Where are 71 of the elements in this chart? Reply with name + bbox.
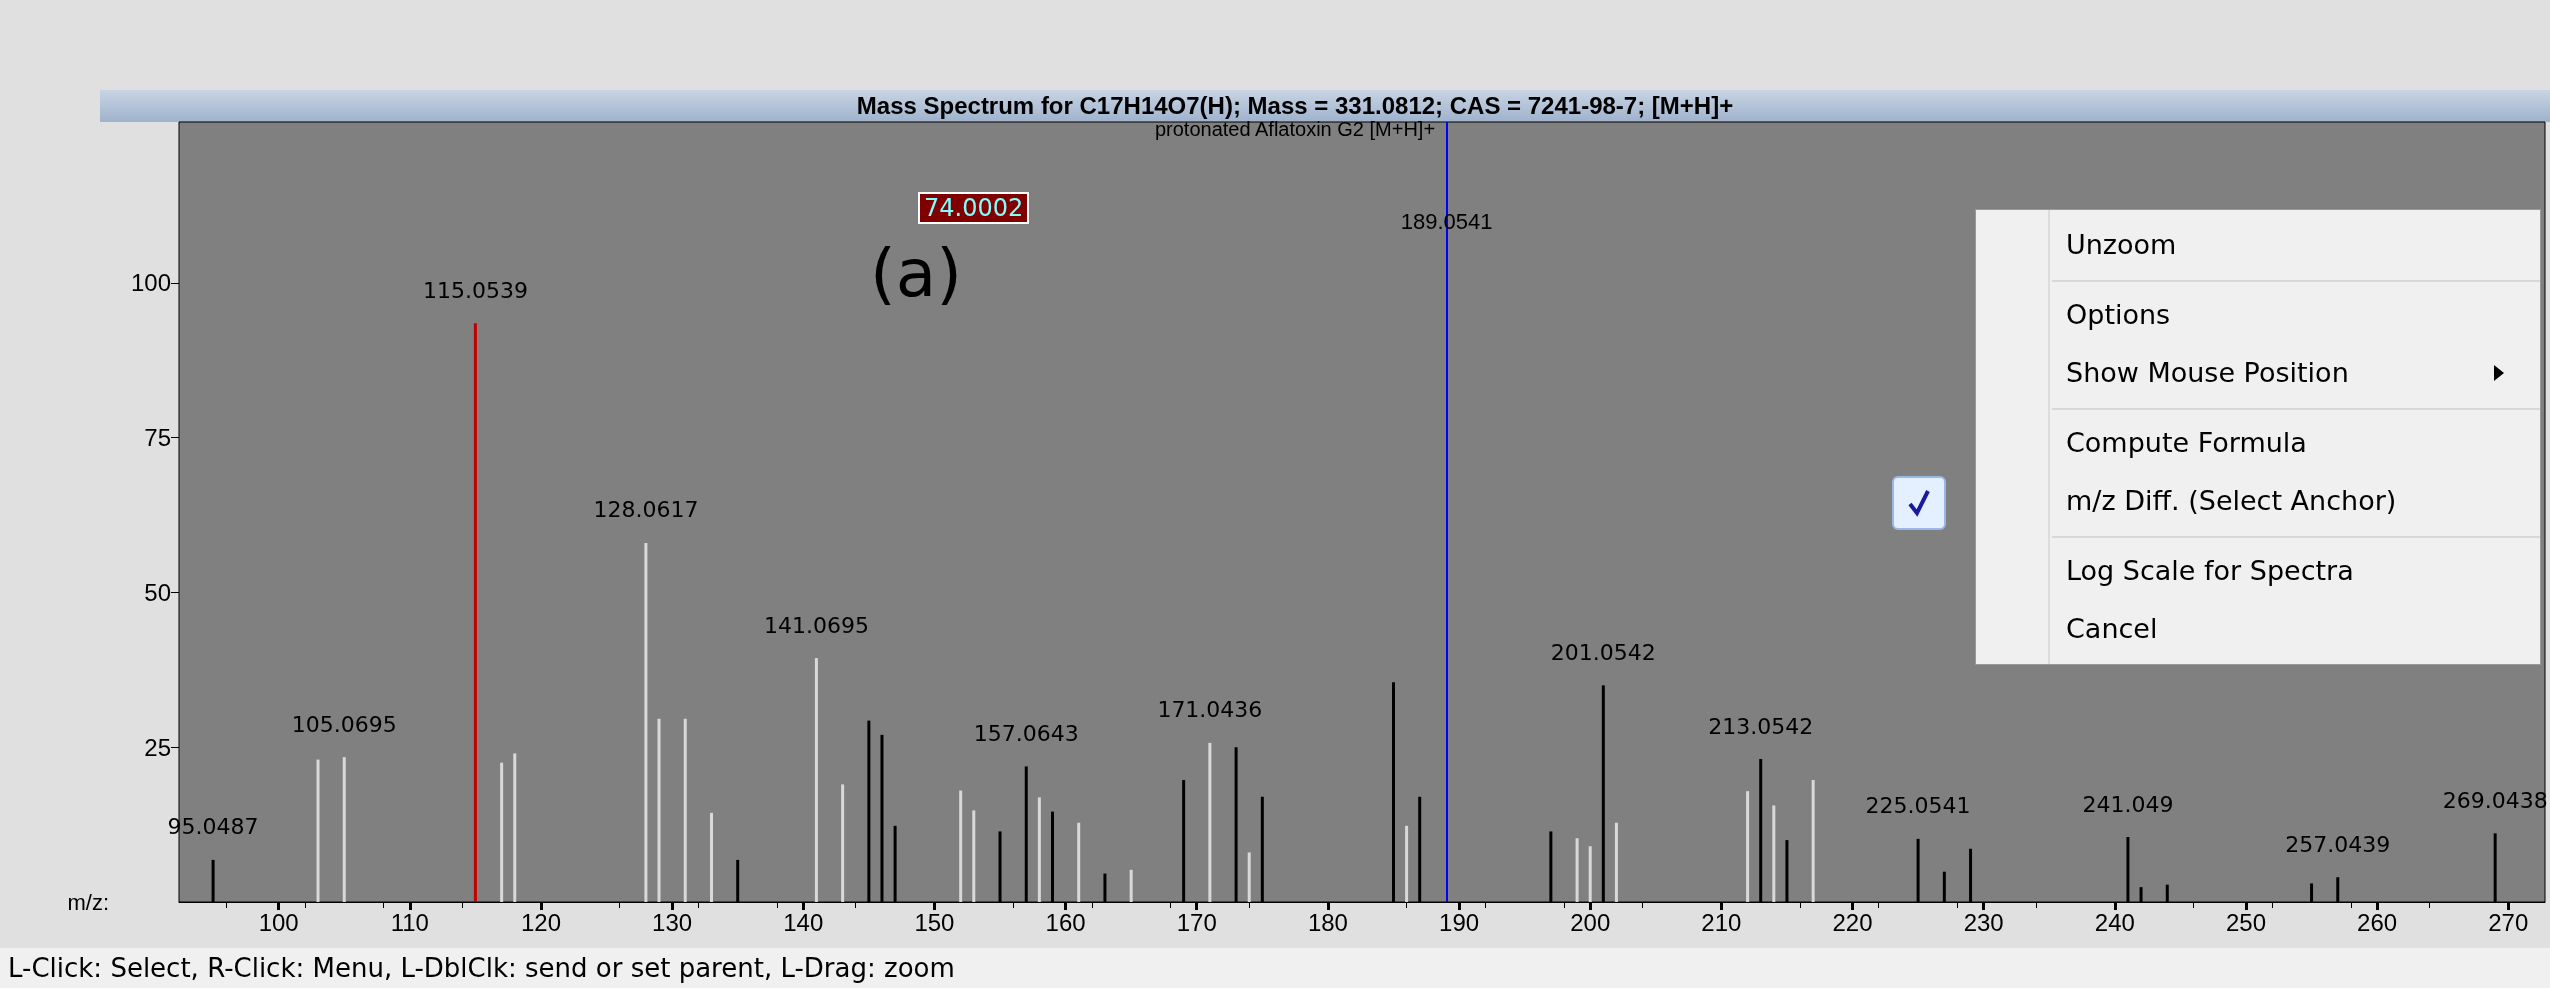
annotation: 115.0539 <box>422 277 528 303</box>
annotation: 225.0541 <box>1865 793 1971 819</box>
bar <box>473 323 477 902</box>
y-tick-label: 50 <box>144 578 171 606</box>
annotation: 157.0643 <box>973 720 1079 746</box>
x-tick-label: 120 <box>520 908 562 936</box>
x-tick-label: 240 <box>2094 908 2135 936</box>
annotation: 141.0695 <box>763 612 869 638</box>
y-tick-label: 100 <box>130 269 171 297</box>
bar <box>1405 825 1409 902</box>
x-tick-label: 230 <box>1963 908 2004 936</box>
bar <box>1037 797 1041 902</box>
x-tick-label: 170 <box>1176 908 1217 936</box>
bar <box>513 753 517 902</box>
annotation: 213.0542 <box>1708 713 1814 739</box>
y-tick-label: 75 <box>144 424 171 452</box>
bar <box>683 718 687 902</box>
annotation: 74.0002 <box>918 192 1030 224</box>
annotation: Cancel <box>2065 612 2159 646</box>
annotation: Log Scale for Spectra <box>2052 536 2540 600</box>
x-tick-label: 160 <box>1045 908 1086 936</box>
annotation: (a) <box>870 235 962 312</box>
bar <box>1575 838 1579 902</box>
x-tick-label: 260 <box>2357 908 2398 936</box>
x-tick-label: 270 <box>2488 908 2529 936</box>
bar <box>1247 852 1251 902</box>
bar <box>1077 822 1081 902</box>
bar <box>500 762 504 902</box>
chart-title: Mass Spectrum for C17H14O7(H); Mass = 331.0812; CAS = 7241-98-7; [M+H]+ <box>856 91 1734 119</box>
x-axis-title: m/z: <box>67 889 109 915</box>
annotation: 241.049 <box>2082 791 2174 817</box>
annotation: Show Mouse Position <box>2065 356 2350 390</box>
x-tick-label: 150 <box>914 908 955 936</box>
bar <box>1746 791 1750 902</box>
bar <box>1772 805 1776 902</box>
bar <box>1588 846 1592 902</box>
annotation: 201.0542 <box>1550 639 1656 665</box>
annotation: 257.0439 <box>2285 831 2391 857</box>
bar <box>841 784 845 902</box>
annotation: 128.0617 <box>593 497 699 523</box>
bar <box>1614 822 1618 902</box>
text: L-Click: Select, R-Click: Menu, L-DblClk: send or set parent, L-Drag: zoom <box>0 948 2550 988</box>
y-tick-label: 25 <box>144 733 171 761</box>
x-tick-label: 130 <box>652 908 693 936</box>
x-tick-label: 210 <box>1701 908 1742 936</box>
x-tick-label: 220 <box>1832 908 1873 936</box>
x-tick-label: 110 <box>390 908 429 936</box>
bar <box>1811 780 1815 902</box>
x-tick-label: 100 <box>258 908 299 936</box>
annotation: 105.0695 <box>291 711 397 737</box>
x-tick-label: 140 <box>783 908 824 936</box>
bar <box>814 658 818 902</box>
bar <box>1129 869 1133 902</box>
annotation: Compute Formula <box>2052 408 2540 472</box>
bar <box>342 757 346 902</box>
annotation: m/z Diff. (Select Anchor) <box>2065 484 2398 518</box>
bar <box>644 542 648 902</box>
x-tick-label: 180 <box>1307 908 1348 936</box>
annotation: Unzoom <box>2065 228 2178 262</box>
x-tick-label: 200 <box>1570 908 1611 936</box>
bar <box>1208 742 1212 902</box>
bar <box>709 812 713 902</box>
x-tick-label: 190 <box>1439 908 1480 936</box>
bar <box>316 759 320 902</box>
bar <box>657 718 661 902</box>
annotation: Options <box>2052 280 2540 344</box>
bar <box>972 810 976 902</box>
x-tick-label: 250 <box>2225 908 2266 936</box>
bar <box>959 790 963 902</box>
annotation: 171.0436 <box>1157 697 1263 723</box>
chart-subtitle: protonated Aflatoxin G2 [M+H]+ <box>1154 118 1436 140</box>
